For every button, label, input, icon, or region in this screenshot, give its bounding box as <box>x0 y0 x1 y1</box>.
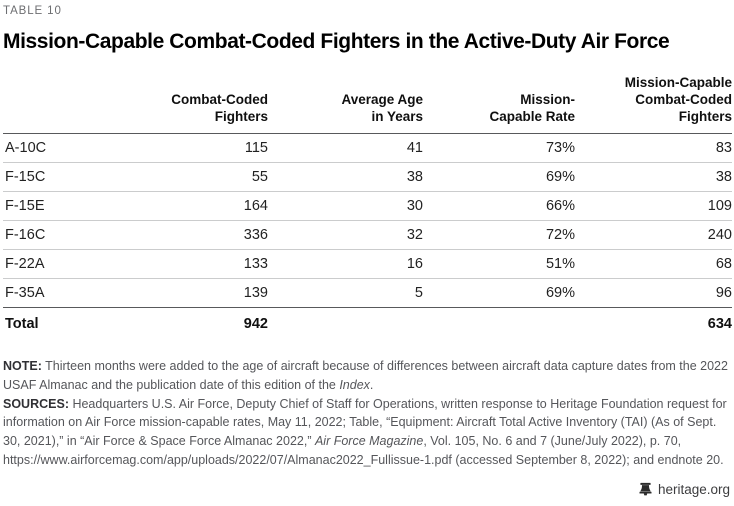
total-value-cell: 634 <box>707 316 732 333</box>
value-cell: 55 <box>251 169 268 186</box>
table-row: F-15C 55 38 69% 38 <box>3 163 732 192</box>
value-cell: 69% <box>545 169 575 186</box>
value-cell: 16 <box>406 256 423 273</box>
column-header-mission-capable-combat-coded-fighters: Mission-Capable Combat-Coded Fighters <box>624 75 732 125</box>
value-cell: 240 <box>707 227 732 244</box>
notes-section: NOTE: Thirteen months were added to the … <box>3 357 732 470</box>
value-cell: 133 <box>243 256 268 273</box>
value-cell: 69% <box>545 285 575 302</box>
sources-paragraph: SOURCES: Headquarters U.S. Air Force, De… <box>3 395 732 470</box>
value-cell: 5 <box>414 285 423 302</box>
aircraft-name: F-35A <box>5 285 45 302</box>
total-value-cell <box>423 308 575 341</box>
value-cell: 336 <box>243 227 268 244</box>
table-row: F-35A 139 5 69% 96 <box>3 279 732 308</box>
value-cell: 38 <box>715 169 732 186</box>
aircraft-name: F-15C <box>5 169 46 186</box>
aircraft-name: A-10C <box>5 140 47 157</box>
note-paragraph: NOTE: Thirteen months were added to the … <box>3 357 732 395</box>
heritage-url: heritage.org <box>657 481 730 497</box>
table-row: F-16C 336 32 72% 240 <box>3 221 732 250</box>
value-cell: 66% <box>545 198 575 215</box>
value-cell: 41 <box>406 140 423 157</box>
table-body: A-10C 115 41 73% 83 F-15C 55 38 69% 38 F-15E 164 30 6… <box>3 134 732 308</box>
value-cell: 164 <box>243 198 268 215</box>
value-cell: 68 <box>715 256 732 273</box>
total-row: Total 942 634 <box>3 308 732 341</box>
total-value-cell <box>268 308 423 341</box>
value-cell: 96 <box>715 285 732 302</box>
total-value-cell: 942 <box>243 316 268 333</box>
note-text: Thirteen months were added to the age of… <box>3 359 728 392</box>
footer: heritage.org <box>3 482 732 497</box>
value-cell: 30 <box>406 198 423 215</box>
total-label: Total <box>5 316 39 333</box>
value-cell: 115 <box>244 140 268 157</box>
aircraft-name: F-16C <box>5 227 46 244</box>
value-cell: 139 <box>243 285 268 302</box>
sources-text: Headquarters U.S. Air Force, Deputy Chie… <box>3 396 727 467</box>
table-footer: Total 942 634 <box>3 308 732 341</box>
page-title: Mission-Capable Combat-Coded Fighters in… <box>3 30 670 53</box>
aircraft-name: F-15E <box>5 198 45 215</box>
header-row: Combat-Coded Fighters Average Age in Years… <box>3 74 732 134</box>
table-row: F-15E 164 30 66% 109 <box>3 192 732 221</box>
value-cell: 51% <box>545 256 575 273</box>
value-cell: 83 <box>715 140 732 157</box>
mission-capable-table: Combat-Coded Fighters Average Age in Years… <box>3 74 732 340</box>
column-header-aircraft <box>3 74 141 134</box>
column-header-average-age: Average Age in Years <box>341 92 423 125</box>
column-header-mission-capable-rate: Mission- Capable Rate <box>489 92 575 125</box>
table-row: A-10C 115 41 73% 83 <box>3 134 732 163</box>
value-cell: 38 <box>406 169 423 186</box>
table-number-label: TABLE 10 <box>3 5 62 17</box>
aircraft-name: F-22A <box>5 256 45 273</box>
value-cell: 32 <box>406 227 423 244</box>
value-cell: 109 <box>707 198 732 215</box>
sources-label: SOURCES: <box>3 396 69 411</box>
table-row: F-22A 133 16 51% 68 <box>3 250 732 279</box>
column-header-combat-coded-fighters: Combat-Coded Fighters <box>171 92 268 125</box>
note-label: NOTE: <box>3 359 42 374</box>
table-header: Combat-Coded Fighters Average Age in Years… <box>3 74 732 134</box>
value-cell: 73% <box>545 140 575 157</box>
value-cell: 72% <box>545 227 575 244</box>
liberty-bell-icon <box>638 482 653 497</box>
